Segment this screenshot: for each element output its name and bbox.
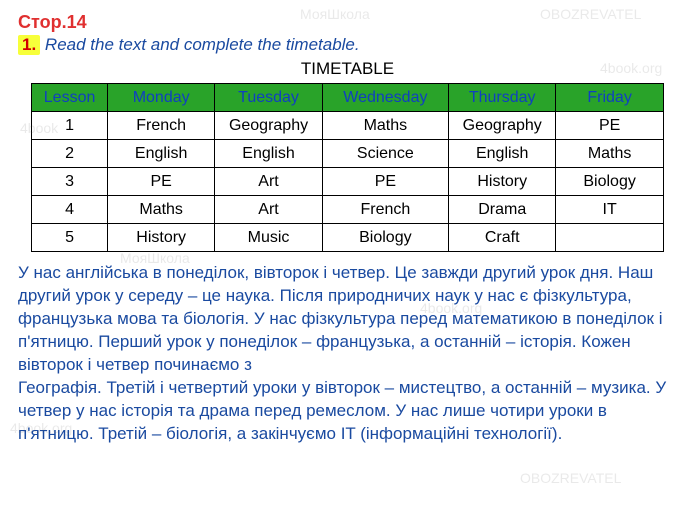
cell: Biology [322,224,448,252]
cell: English [449,140,556,168]
instruction-text: Read the text and complete the timetable… [45,35,360,54]
cell: Craft [449,224,556,252]
cell: Geography [215,112,322,140]
cell: 5 [32,224,108,252]
cell: English [107,140,214,168]
col-lesson: Lesson [32,84,108,112]
table-row: 5 History Music Biology Craft [32,224,664,252]
table-row: 1 French Geography Maths Geography PE [32,112,664,140]
cell: PE [107,168,214,196]
cell: History [449,168,556,196]
cell: Maths [556,140,663,168]
cell [556,224,663,252]
table-header-row: Lesson Monday Tuesday Wednesday Thursday… [32,84,664,112]
col-friday: Friday [556,84,663,112]
exercise-number: 1. [18,35,40,55]
cell: IT [556,196,663,224]
cell: Art [215,168,322,196]
page-reference: Стор.14 [18,12,677,33]
cell: Drama [449,196,556,224]
table-row: 3 PE Art PE History Biology [32,168,664,196]
cell: PE [556,112,663,140]
cell: Science [322,140,448,168]
cell: Maths [107,196,214,224]
table-title: TIMETABLE [18,59,677,79]
cell: French [322,196,448,224]
timetable: Lesson Monday Tuesday Wednesday Thursday… [31,83,664,252]
cell: PE [322,168,448,196]
body-paragraph: У нас англійська в понеділок, вівторок і… [18,262,677,446]
col-thursday: Thursday [449,84,556,112]
cell: English [215,140,322,168]
col-tuesday: Tuesday [215,84,322,112]
cell: Geography [449,112,556,140]
col-monday: Monday [107,84,214,112]
cell: Maths [322,112,448,140]
col-wednesday: Wednesday [322,84,448,112]
cell: Art [215,196,322,224]
cell: 3 [32,168,108,196]
table-row: 2 English English Science English Maths [32,140,664,168]
cell: French [107,112,214,140]
instruction-line: 1. Read the text and complete the timeta… [18,35,677,55]
watermark: OBOZREVATEL [520,470,621,486]
cell: Music [215,224,322,252]
cell: 2 [32,140,108,168]
cell: Biology [556,168,663,196]
cell: History [107,224,214,252]
cell: 4 [32,196,108,224]
cell: 1 [32,112,108,140]
table-row: 4 Maths Art French Drama IT [32,196,664,224]
